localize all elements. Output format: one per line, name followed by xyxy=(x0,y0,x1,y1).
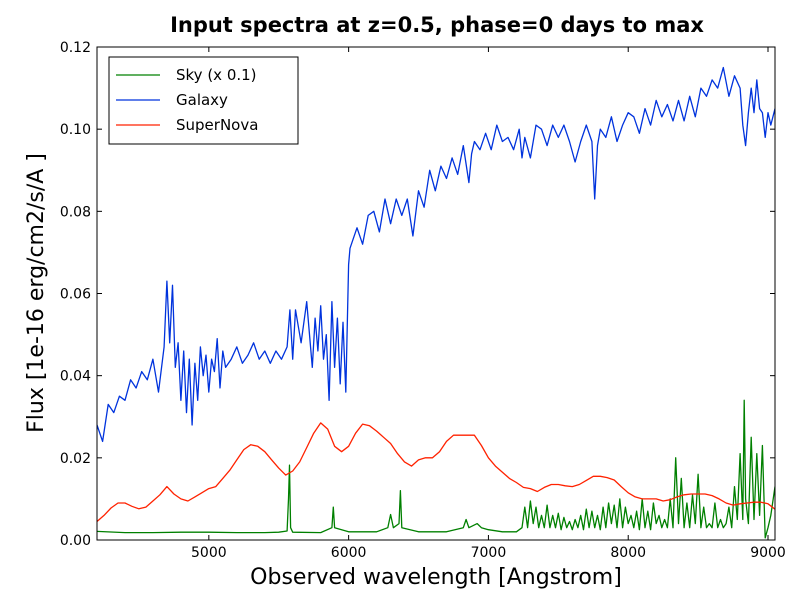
y-tick-label: 0.00 xyxy=(60,533,91,549)
plot-lines xyxy=(97,66,775,539)
y-tick-label: 0.12 xyxy=(60,40,91,56)
legend-label-supernova: SuperNova xyxy=(176,116,258,134)
y-tick-label: 0.06 xyxy=(60,287,91,303)
y-axis-label: Flux [1e-16 erg/cm2/s/A ] xyxy=(24,153,49,433)
legend-label-galaxy: Galaxy xyxy=(176,91,228,109)
y-tick-label: 0.10 xyxy=(60,122,91,138)
y-tick-label: 0.08 xyxy=(60,204,91,220)
legend: Sky (x 0.1) Galaxy SuperNova xyxy=(108,56,299,145)
chart-title: Input spectra at z=0.5, phase=0 days to … xyxy=(170,13,704,37)
x-tick-label: 7000 xyxy=(471,545,507,561)
series-line-sky-x-0-1 xyxy=(97,399,775,539)
x-tick-label: 5000 xyxy=(191,545,227,561)
x-axis: 5000 6000 7000 8000 9000 xyxy=(191,47,786,561)
legend-label-sky-x-0-1: Sky (x 0.1) xyxy=(176,66,257,84)
series-line-supernova xyxy=(97,422,775,522)
y-tick-label: 0.02 xyxy=(60,451,91,467)
y-axis: 0.00 0.02 0.04 0.06 0.08 0.10 0.12 xyxy=(60,40,775,549)
series-line-galaxy xyxy=(97,66,775,443)
x-axis-label: Observed wavelength [Angstrom] xyxy=(250,565,622,590)
y-tick-label: 0.04 xyxy=(60,369,91,385)
x-tick-label: 9000 xyxy=(750,545,786,561)
x-tick-label: 8000 xyxy=(610,545,646,561)
x-tick-label: 6000 xyxy=(331,545,367,561)
